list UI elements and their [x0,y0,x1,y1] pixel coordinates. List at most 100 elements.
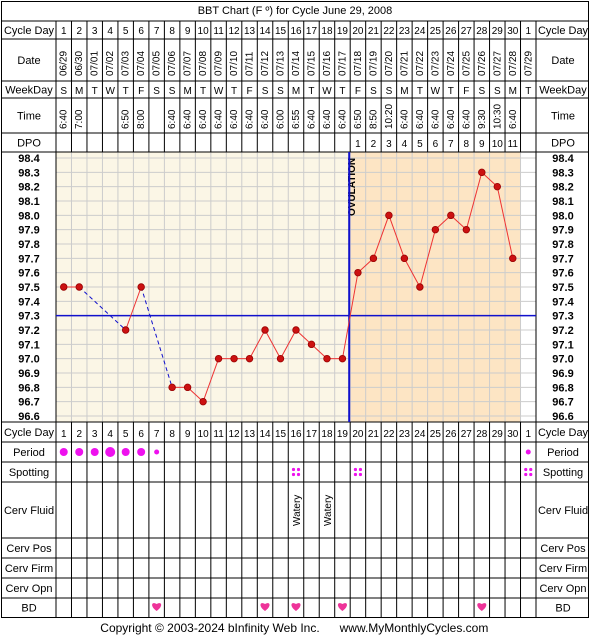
time-label: 6:40 [415,109,426,129]
cycle-day-label-bottom: 18 [321,429,333,440]
row-label-left-date: Date [17,55,40,67]
temperature-point [416,283,424,291]
cycle-day-label: 18 [321,26,333,37]
cycle-day-label-bottom: 11 [213,429,224,440]
weekday-label: S [277,86,284,97]
cycle-day-label-bottom: 28 [476,429,488,440]
time-label: 6:55 [291,109,302,129]
y-tick-label-right: 97.5 [552,282,573,294]
weekday-label: M [292,86,300,97]
time-label: 6:40 [59,109,70,129]
temperature-segment [388,215,405,259]
weekday-label: S [494,86,501,97]
time-label: 6:40 [399,109,410,129]
period-dot [121,448,130,456]
weekday-label: T [123,86,129,97]
cycle-day-label: 14 [259,26,271,37]
temperature-point [323,354,331,363]
cycle-day-label: 28 [476,26,488,37]
date-label: 07/11 [245,51,256,76]
row-label-left-cerv_fluid: Cerv Fluid [4,505,54,517]
y-tick-label-right: 97.2 [552,325,573,337]
cycle-day-label-bottom: 7 [154,429,160,440]
row-label-right-cycle_day2: Cycle Day [538,427,589,439]
weekday-label: M [400,86,408,97]
cycle-day-label: 8 [169,26,175,37]
row-label-right-cerv_firm: Cerv Firm [539,563,587,575]
date-label: 07/27 [492,51,503,76]
cycle-day-label-bottom: 5 [123,429,129,440]
time-label: 6:40 [198,109,209,129]
temperature-segment [341,272,359,359]
y-tick-label-left: 96.7 [18,397,39,409]
period-dot [75,448,84,456]
y-tick-label-left: 97.3 [18,311,39,323]
time-label: 6:40 [229,109,240,129]
weekday-label: F [463,86,469,97]
weekday-label: T [200,86,206,97]
cycle-day-label-bottom: 6 [138,429,144,440]
y-tick-label-right: 97.6 [552,268,573,280]
weekday-label: S [478,86,485,97]
weekday-label: S [262,86,269,97]
spotting-dot [529,472,533,477]
date-label: 07/24 [446,51,457,76]
bd-heart-icon [260,603,270,611]
y-tick-label-left: 96.9 [18,368,39,380]
row-label-right-time: Time [551,111,575,123]
y-tick-label-left: 97.9 [18,225,39,237]
cycle-day-label-bottom: 16 [290,429,302,440]
cycle-day-label-bottom: 15 [275,429,287,440]
cycle-day-label: 10 [198,26,210,37]
date-label: 07/04 [136,51,147,76]
footer-copyright: Copyright © 2003-2024 bInfinity Web Inc. [100,621,319,635]
y-tick-label-right: 98.1 [552,196,573,208]
temperature-point [478,168,486,177]
weekday-label: F [246,86,252,97]
date-label: 07/18 [353,51,364,76]
weekday-label: M [183,86,191,97]
date-label: 07/10 [229,51,240,76]
cycle-day-label-bottom: 24 [414,429,426,440]
y-tick-label-left: 98.2 [18,182,39,194]
y-tick-label-left: 97.0 [18,354,39,366]
date-label: 07/09 [214,51,225,76]
temperature-point [385,211,393,220]
row-label-left-spotting: Spotting [9,467,49,479]
temperature-point [199,397,207,406]
row-label-left-period: Period [13,447,45,459]
row-label-left-cycle_day: Cycle Day [4,25,55,37]
temperature-point [354,268,362,277]
y-tick-label-right: 96.7 [552,397,573,409]
y-tick-label-right: 97.0 [552,354,573,366]
weekday-label: S [386,86,393,97]
temperature-point [369,254,378,263]
cycle-day-label-bottom: 29 [492,429,504,440]
y-tick-label-left: 97.8 [18,239,39,251]
cycle-day-label: 6 [138,26,144,37]
cycle-day-label-bottom: 20 [352,429,364,440]
temperature-segment [280,329,297,359]
footer-site: www.MyMonthlyCycles.com [339,621,489,635]
cycle-day-label: 17 [306,26,318,37]
row-label-left-cerv_opn: Cerv Opn [5,583,52,595]
temperature-point [292,326,300,334]
cycle-day-label: 1 [525,26,531,37]
date-label: 07/03 [121,51,132,76]
weekday-label: T [92,86,98,97]
cycle-day-label-bottom: 9 [185,429,191,440]
date-label: 07/06 [167,51,178,76]
date-label: 07/08 [198,51,209,76]
time-label: 8:00 [136,109,147,129]
row-label-left-cycle_day2: Cycle Day [4,427,55,439]
y-tick-label-right: 97.9 [552,225,573,237]
row-label-left-weekday: WeekDay [5,85,53,97]
row-label-right-cycle_day: Cycle Day [538,25,589,37]
time-label: 8:50 [368,109,379,129]
cycle-day-label: 7 [154,26,160,37]
date-label: 06/30 [74,51,85,76]
cycle-day-label: 21 [368,26,380,37]
time-label: 6:40 [306,109,317,129]
cycle-day-label: 2 [76,26,82,37]
weekday-label: T [231,86,237,97]
